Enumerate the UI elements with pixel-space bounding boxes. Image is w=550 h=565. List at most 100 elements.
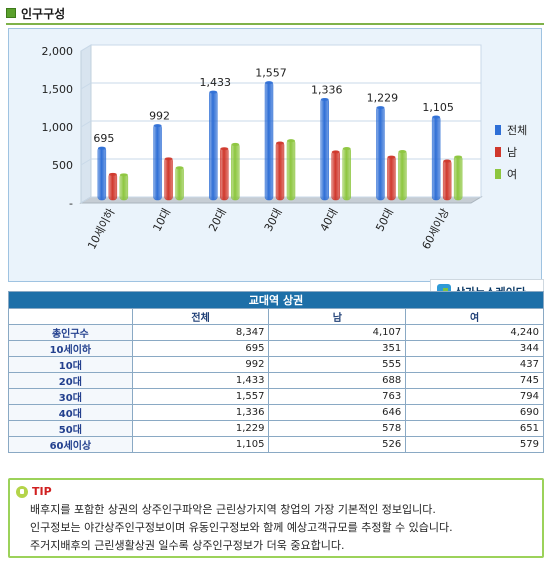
cell-total: 992 <box>131 356 270 373</box>
table-caption: 교대역 상권 <box>8 291 544 309</box>
bar-cap-전체-30대 <box>265 81 273 85</box>
cell-male: 578 <box>268 420 407 437</box>
table-row: 50대 1,229 578 651 <box>8 420 544 437</box>
data-label: 1,229 <box>367 92 399 105</box>
cell-female: 690 <box>405 404 544 421</box>
bar-cap-여-10세이하 <box>119 173 128 177</box>
bar-cap-남-50대 <box>387 155 396 159</box>
cell-female: 745 <box>405 372 544 389</box>
bar-남-50대 <box>387 155 396 201</box>
bar-전체-10세이하 <box>97 146 107 201</box>
cell-male: 555 <box>268 356 407 373</box>
cell-female: 344 <box>405 340 544 357</box>
table-header-total: 전체 <box>131 308 270 325</box>
cell-female: 794 <box>405 388 544 405</box>
x-tick-label: 60세이상 <box>419 206 451 251</box>
bar-여-20대 <box>231 143 240 201</box>
table-row: 40대 1,336 646 690 <box>8 404 544 421</box>
cell-total: 1,557 <box>131 388 270 405</box>
bar-cap-여-50대 <box>398 150 407 154</box>
legend-swatch-female <box>495 169 501 179</box>
bar-여-50대 <box>398 150 407 201</box>
cell-male: 4,107 <box>268 324 407 341</box>
x-tick-label: 50대 <box>373 206 396 233</box>
bar-남-10대 <box>164 157 173 201</box>
legend-label-male: 남 <box>507 146 518 159</box>
gridline-side <box>80 196 92 204</box>
lightbulb-icon <box>16 485 28 498</box>
row-label: 20대 <box>8 372 133 389</box>
bar-cap-전체-50대 <box>376 106 385 110</box>
cell-male: 351 <box>268 340 407 357</box>
bar-여-60세이상 <box>453 155 463 201</box>
section-title: 인구구성 <box>21 6 66 21</box>
tip-line: 배후지를 포함한 상권의 상주인구파악은 근린상가지역 창업의 가장 기본적인 … <box>30 503 436 516</box>
population-chart-panel: - 500 1,000 1,500 2,000 695 10세이하 992 10대 1,433 20… <box>8 28 545 305</box>
bar-cap-남-60세이상 <box>443 159 452 163</box>
population-bar-chart: - 500 1,000 1,500 2,000 695 10세이하 992 10대 1,433 20… <box>42 44 483 252</box>
row-label: 60세이상 <box>8 436 133 453</box>
bar-cap-남-20대 <box>220 147 229 151</box>
data-label: 1,336 <box>311 83 343 96</box>
cell-total: 1,336 <box>131 404 270 421</box>
bar-cap-전체-10세이하 <box>97 146 106 150</box>
cell-female: 651 <box>405 420 544 437</box>
bar-전체-10대 <box>153 124 162 201</box>
legend-label-total: 전체 <box>507 124 528 137</box>
table-header-blank <box>8 308 133 325</box>
bar-cap-여-30대 <box>287 139 295 143</box>
table-header-male: 남 <box>268 308 407 325</box>
row-label: 총인구수 <box>8 324 133 341</box>
bar-cap-남-10대 <box>164 157 173 161</box>
legend-item-female: 여 <box>495 165 545 183</box>
population-table: 교대역 상권 전체 남 여 총인구수 8,347 4,107 4,240 10세… <box>8 291 544 453</box>
gridline-side <box>80 44 92 52</box>
y-tick-label: 2,000 <box>42 45 74 58</box>
tip-line: 인구정보는 야간상주인구정보이며 유동인구정보와 함께 예상고객규모를 추정할 … <box>30 521 453 534</box>
bar-여-30대 <box>286 139 296 201</box>
y-tick-label: 500 <box>52 159 73 172</box>
cell-total: 695 <box>131 340 270 357</box>
bar-여-40대 <box>342 147 351 201</box>
cell-male: 763 <box>268 388 407 405</box>
bar-cap-남-10세이하 <box>108 172 117 176</box>
bar-남-30대 <box>275 141 285 201</box>
bar-전체-60세이상 <box>431 115 441 201</box>
bar-cap-여-40대 <box>342 147 351 151</box>
bar-전체-40대 <box>320 98 329 201</box>
gridline-side <box>80 120 92 128</box>
square-bullet-icon <box>6 8 16 18</box>
cell-male: 646 <box>268 404 407 421</box>
bar-cap-남-30대 <box>276 141 284 145</box>
tip-label: TIP <box>32 485 52 498</box>
cell-total: 1,105 <box>131 436 270 453</box>
tip-box: TIP 배후지를 포함한 상권의 상주인구파악은 근린상가지역 창업의 가장 기… <box>8 478 544 558</box>
bar-cap-전체-60세이상 <box>432 115 441 119</box>
gridline-side <box>80 82 92 90</box>
tip-line: 주거지배후의 근린생활상권 일수록 상주인구정보가 더욱 중요합니다. <box>30 539 345 552</box>
cell-female: 579 <box>405 436 544 453</box>
legend-swatch-total <box>495 125 501 135</box>
cell-total: 1,229 <box>131 420 270 437</box>
cell-total: 1,433 <box>131 372 270 389</box>
cell-female: 437 <box>405 356 544 373</box>
x-tick-label: 10대 <box>150 206 173 233</box>
bar-cap-여-60세이상 <box>454 155 463 159</box>
data-label: 1,105 <box>422 101 454 114</box>
bar-여-10세이하 <box>119 173 129 201</box>
table-row: 10대 992 555 437 <box>8 356 544 373</box>
x-tick-label: 30대 <box>262 206 285 233</box>
data-label: 1,557 <box>255 67 287 80</box>
bar-cap-전체-10대 <box>153 124 162 128</box>
legend-item-male: 남 <box>495 143 545 161</box>
cell-male: 688 <box>268 372 407 389</box>
row-label: 10대 <box>8 356 133 373</box>
data-label: 992 <box>149 110 170 123</box>
bar-전체-50대 <box>376 106 385 201</box>
cell-female: 4,240 <box>405 324 544 341</box>
x-tick-label: 20대 <box>206 206 229 233</box>
gridline-side <box>80 158 92 166</box>
table-row: 20대 1,433 688 745 <box>8 372 544 389</box>
x-tick-label: 40대 <box>318 206 341 233</box>
bar-cap-여-10대 <box>175 166 184 170</box>
